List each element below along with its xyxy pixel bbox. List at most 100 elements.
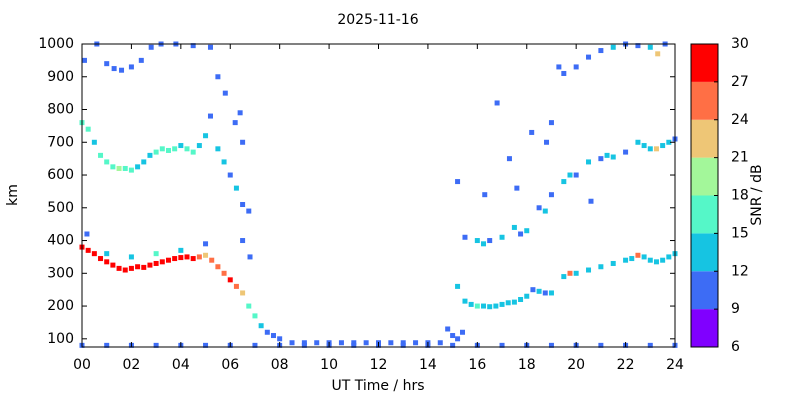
data-point <box>301 340 307 346</box>
x-tick-label: 16 <box>468 357 486 373</box>
data-point <box>351 342 357 348</box>
data-point <box>647 257 653 263</box>
data-point <box>660 257 666 263</box>
data-point <box>190 149 196 155</box>
data-point <box>289 340 295 346</box>
data-point <box>468 301 474 307</box>
data-point <box>227 172 233 178</box>
data-point <box>153 149 159 155</box>
data-point <box>128 265 134 271</box>
y-tick-label: 700 <box>47 134 74 150</box>
data-point <box>203 252 209 258</box>
data-point <box>128 254 134 260</box>
data-point <box>207 113 213 119</box>
data-point <box>567 270 573 276</box>
data-point <box>190 256 196 262</box>
data-point <box>573 64 579 70</box>
data-point <box>588 198 594 204</box>
data-point <box>237 110 243 116</box>
data-point <box>119 67 125 73</box>
x-tick-label: 18 <box>518 357 536 373</box>
data-point <box>610 44 616 50</box>
data-point <box>474 238 480 244</box>
data-point <box>159 146 165 152</box>
data-point <box>548 290 554 296</box>
data-point <box>610 154 616 160</box>
data-point <box>655 51 661 57</box>
data-point <box>98 256 104 262</box>
data-point <box>493 303 499 309</box>
data-point <box>122 267 128 273</box>
data-point <box>586 159 592 165</box>
data-point <box>111 66 117 72</box>
x-axis-label: UT Time / hrs <box>331 378 424 394</box>
data-point <box>128 64 134 70</box>
data-point <box>647 44 653 50</box>
data-point <box>270 333 276 339</box>
data-point <box>351 340 357 346</box>
data-point <box>487 238 493 244</box>
colorbar-segment <box>691 195 718 234</box>
data-point <box>598 264 604 270</box>
data-point <box>462 234 468 240</box>
data-point <box>542 208 548 214</box>
data-point <box>567 172 573 178</box>
data-point <box>258 323 264 329</box>
x-tick-label: 22 <box>617 357 635 373</box>
data-point <box>556 64 562 70</box>
x-tick-label: 06 <box>221 357 239 373</box>
x-tick-label: 08 <box>271 357 289 373</box>
colorbar-segment <box>691 271 718 310</box>
data-point <box>542 290 548 296</box>
data-point <box>455 283 461 289</box>
data-point <box>623 149 629 155</box>
data-point <box>462 298 468 304</box>
data-point <box>240 202 246 208</box>
data-point <box>598 156 604 162</box>
colorbar-segment <box>691 119 718 158</box>
x-tick-label: 10 <box>320 357 338 373</box>
data-point <box>499 234 505 240</box>
data-point <box>232 120 238 126</box>
colorbar-label: SNR / dB <box>749 164 765 225</box>
data-point <box>203 133 209 139</box>
data-point <box>153 260 159 266</box>
data-point <box>544 139 550 145</box>
data-point <box>104 61 110 67</box>
data-point <box>586 267 592 273</box>
data-point <box>84 231 90 237</box>
data-point <box>209 257 215 263</box>
data-point <box>141 159 147 165</box>
data-point <box>172 256 178 262</box>
data-point <box>178 247 184 253</box>
data-point <box>246 208 252 214</box>
x-tick-label: 04 <box>172 357 190 373</box>
data-point <box>536 205 542 211</box>
data-point <box>135 164 141 170</box>
data-point <box>110 164 116 170</box>
data-point <box>363 340 369 346</box>
data-point <box>548 192 554 198</box>
data-point <box>455 336 461 342</box>
colorbar-segment <box>691 157 718 196</box>
data-point <box>147 262 153 268</box>
data-point <box>511 299 517 305</box>
data-point <box>573 270 579 276</box>
data-point <box>215 146 221 152</box>
colorbar-tick-label: 12 <box>731 263 749 279</box>
data-point <box>252 342 258 348</box>
data-point <box>524 293 530 299</box>
data-point <box>81 57 87 63</box>
data-point <box>561 179 567 185</box>
data-point <box>98 152 104 158</box>
data-point <box>647 146 653 152</box>
data-point <box>110 262 116 268</box>
y-tick-label: 200 <box>47 298 74 314</box>
colorbar-segment <box>691 309 718 347</box>
data-point <box>153 342 159 348</box>
data-point <box>178 255 184 261</box>
data-point <box>138 57 144 63</box>
data-point <box>165 257 171 263</box>
data-point <box>499 342 505 348</box>
